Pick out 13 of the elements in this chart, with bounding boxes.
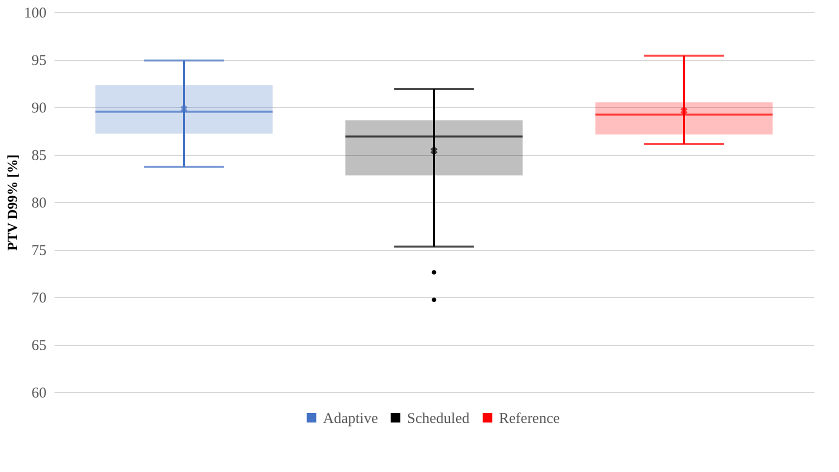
y-tick-label: 65 [32,338,46,354]
legend-label: Adaptive [323,410,378,427]
y-tick-label: 60 [32,386,46,402]
y-tick-label: 100 [24,6,46,22]
y-axis-title: PTV D99% [%] [6,154,21,251]
y-tick-label: 90 [32,100,46,116]
legend-label: Scheduled [407,410,470,427]
y-tick-label: 75 [32,243,46,259]
y-tick-label: 95 [32,53,46,69]
legend-label: Reference [499,410,560,427]
y-tick-label: 70 [32,290,46,306]
y-tick-label: 80 [32,196,46,212]
y-tick-label: 85 [32,148,46,164]
